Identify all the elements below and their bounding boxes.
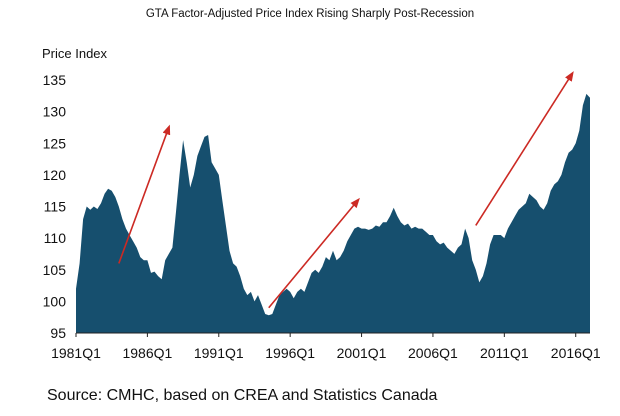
x-tick-label: 1986Q1 (122, 345, 172, 361)
y-tick-label: 95 (50, 325, 66, 341)
y-tick-label: 110 (44, 230, 67, 246)
y-tick-label: 120 (43, 167, 67, 183)
x-tick-label: 2006Q1 (408, 345, 458, 361)
y-tick-label: 130 (43, 104, 67, 120)
x-tick-label: 2001Q1 (337, 345, 387, 361)
x-tick-label: 1996Q1 (265, 345, 315, 361)
trend-arrow-3 (475, 71, 574, 226)
trend-arrow-2 (268, 197, 360, 309)
y-tick-label: 135 (43, 72, 67, 88)
trend-arrow-1 (118, 124, 171, 264)
y-tick-label: 115 (44, 199, 67, 215)
y-tick-label: 125 (43, 135, 67, 151)
chart-plot: 95 100 105 110 115 120 125 130 135 1981Q1 1986Q1 1… (43, 71, 601, 361)
x-tick-label: 1991Q1 (194, 345, 244, 361)
chart-title: GTA Factor-Adjusted Price Index Rising S… (145, 8, 475, 20)
x-tick-label: 2011Q1 (480, 345, 529, 361)
x-tick-label: 1981Q1 (51, 345, 101, 361)
price-index-area (76, 93, 590, 334)
x-tick-label: 2016Q1 (551, 345, 601, 361)
y-axis-label: Price Index (42, 46, 108, 61)
source-note: Source: CMHC, based on CREA and Statisti… (47, 387, 438, 404)
y-tick-label: 100 (43, 293, 67, 309)
y-tick-label: 105 (43, 262, 67, 278)
